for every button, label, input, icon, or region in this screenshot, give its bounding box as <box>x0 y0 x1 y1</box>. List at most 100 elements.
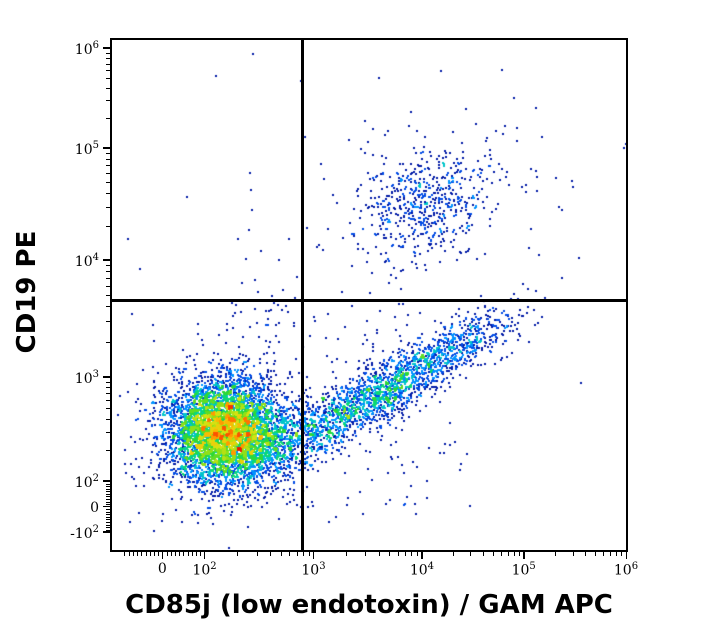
x-minor-tick <box>483 552 485 556</box>
horizontal-quadrant-gate <box>112 298 626 302</box>
x-minor-tick <box>308 552 310 556</box>
y-axis-title: CD19 PE <box>12 230 42 354</box>
x-minor-tick <box>149 552 151 556</box>
y-minor-tick <box>106 100 110 102</box>
y-minor-tick <box>106 499 110 500</box>
y-minor-tick <box>106 158 110 160</box>
y-minor-tick <box>106 57 110 59</box>
y-major-tick <box>103 47 110 49</box>
vertical-quadrant-gate <box>301 40 305 550</box>
y-minor-tick <box>106 70 110 72</box>
x-minor-tick <box>411 552 413 556</box>
y-minor-tick <box>106 418 110 420</box>
x-minor-tick <box>124 552 126 556</box>
x-major-tick <box>421 552 423 559</box>
y-minor-tick <box>106 431 110 433</box>
y-minor-tick <box>106 118 110 120</box>
x-minor-tick <box>200 552 202 556</box>
x-major-tick <box>312 552 315 559</box>
y-minor-tick <box>106 387 110 389</box>
density-scatter-canvas <box>112 40 626 550</box>
x-major-tick <box>204 552 206 559</box>
x-minor-tick <box>519 552 521 556</box>
x-minor-tick <box>378 552 380 556</box>
x-minor-tick <box>603 552 605 556</box>
y-minor-tick <box>106 408 110 410</box>
x-minor-tick <box>365 552 367 556</box>
x-tick-label: 0 <box>157 561 167 577</box>
x-minor-tick <box>416 552 418 556</box>
x-major-tick <box>161 552 164 559</box>
x-minor-tick <box>166 552 168 556</box>
y-minor-tick <box>106 306 110 308</box>
y-tick-label: 102 <box>74 473 99 491</box>
x-minor-tick <box>405 552 407 556</box>
y-major-tick <box>103 480 110 482</box>
x-minor-tick <box>128 552 130 556</box>
x-minor-tick <box>145 552 147 556</box>
x-minor-tick <box>175 552 177 556</box>
y-minor-tick <box>106 87 110 89</box>
x-tick-label: 102 <box>192 561 217 579</box>
x-minor-tick <box>296 552 298 556</box>
x-minor-tick <box>132 552 134 556</box>
x-minor-tick <box>554 552 556 556</box>
x-minor-tick <box>179 552 181 556</box>
x-minor-tick <box>289 552 291 556</box>
x-minor-tick <box>610 552 612 556</box>
y-minor-tick <box>106 271 110 273</box>
y-minor-tick <box>106 496 110 498</box>
x-tick-label: 105 <box>511 561 536 579</box>
x-minor-tick <box>513 552 515 556</box>
x-minor-tick <box>616 552 618 556</box>
x-minor-tick <box>280 552 282 556</box>
x-minor-tick <box>346 552 348 556</box>
y-major-tick <box>103 376 110 378</box>
y-minor-tick <box>106 181 110 183</box>
x-tick-label: 106 <box>613 561 639 579</box>
y-minor-tick <box>106 165 110 167</box>
x-minor-tick <box>572 552 574 556</box>
y-minor-tick <box>106 52 110 54</box>
y-minor-tick <box>106 78 110 80</box>
y-tick-label: -102 <box>70 524 99 542</box>
x-minor-tick <box>191 552 193 556</box>
x-minor-tick <box>158 552 160 556</box>
y-minor-tick <box>106 285 110 287</box>
y-minor-tick <box>106 226 110 228</box>
plot-area <box>110 38 628 552</box>
y-minor-tick <box>106 504 110 506</box>
y-minor-tick <box>106 321 110 323</box>
y-minor-tick <box>106 511 110 513</box>
y-minor-tick <box>106 488 110 490</box>
y-major-tick <box>103 147 110 149</box>
x-minor-tick <box>452 552 454 556</box>
y-major-tick <box>103 259 110 261</box>
x-minor-tick <box>397 552 399 556</box>
y-minor-tick <box>106 483 110 485</box>
y-minor-tick <box>106 514 110 516</box>
y-tick-label: 106 <box>74 40 99 58</box>
y-minor-tick <box>106 519 110 521</box>
x-minor-tick <box>585 552 587 556</box>
x-minor-tick <box>501 552 503 556</box>
y-minor-tick <box>106 153 110 155</box>
x-minor-tick <box>507 552 509 556</box>
x-minor-tick <box>389 552 391 556</box>
y-minor-tick <box>106 521 110 523</box>
x-minor-tick <box>183 552 185 556</box>
y-major-tick <box>103 531 110 533</box>
x-minor-tick <box>302 552 304 556</box>
x-minor-tick <box>256 552 258 556</box>
y-tick-label: 104 <box>74 251 99 270</box>
y-minor-tick <box>106 341 110 343</box>
x-tick-label: 104 <box>409 561 435 579</box>
x-minor-tick <box>270 552 272 556</box>
y-major-tick <box>103 505 110 508</box>
x-minor-tick <box>137 552 139 556</box>
x-minor-tick <box>170 552 172 556</box>
y-minor-tick <box>106 529 110 531</box>
y-minor-tick <box>106 509 110 511</box>
x-minor-tick <box>595 552 597 556</box>
x-minor-tick <box>621 552 623 556</box>
